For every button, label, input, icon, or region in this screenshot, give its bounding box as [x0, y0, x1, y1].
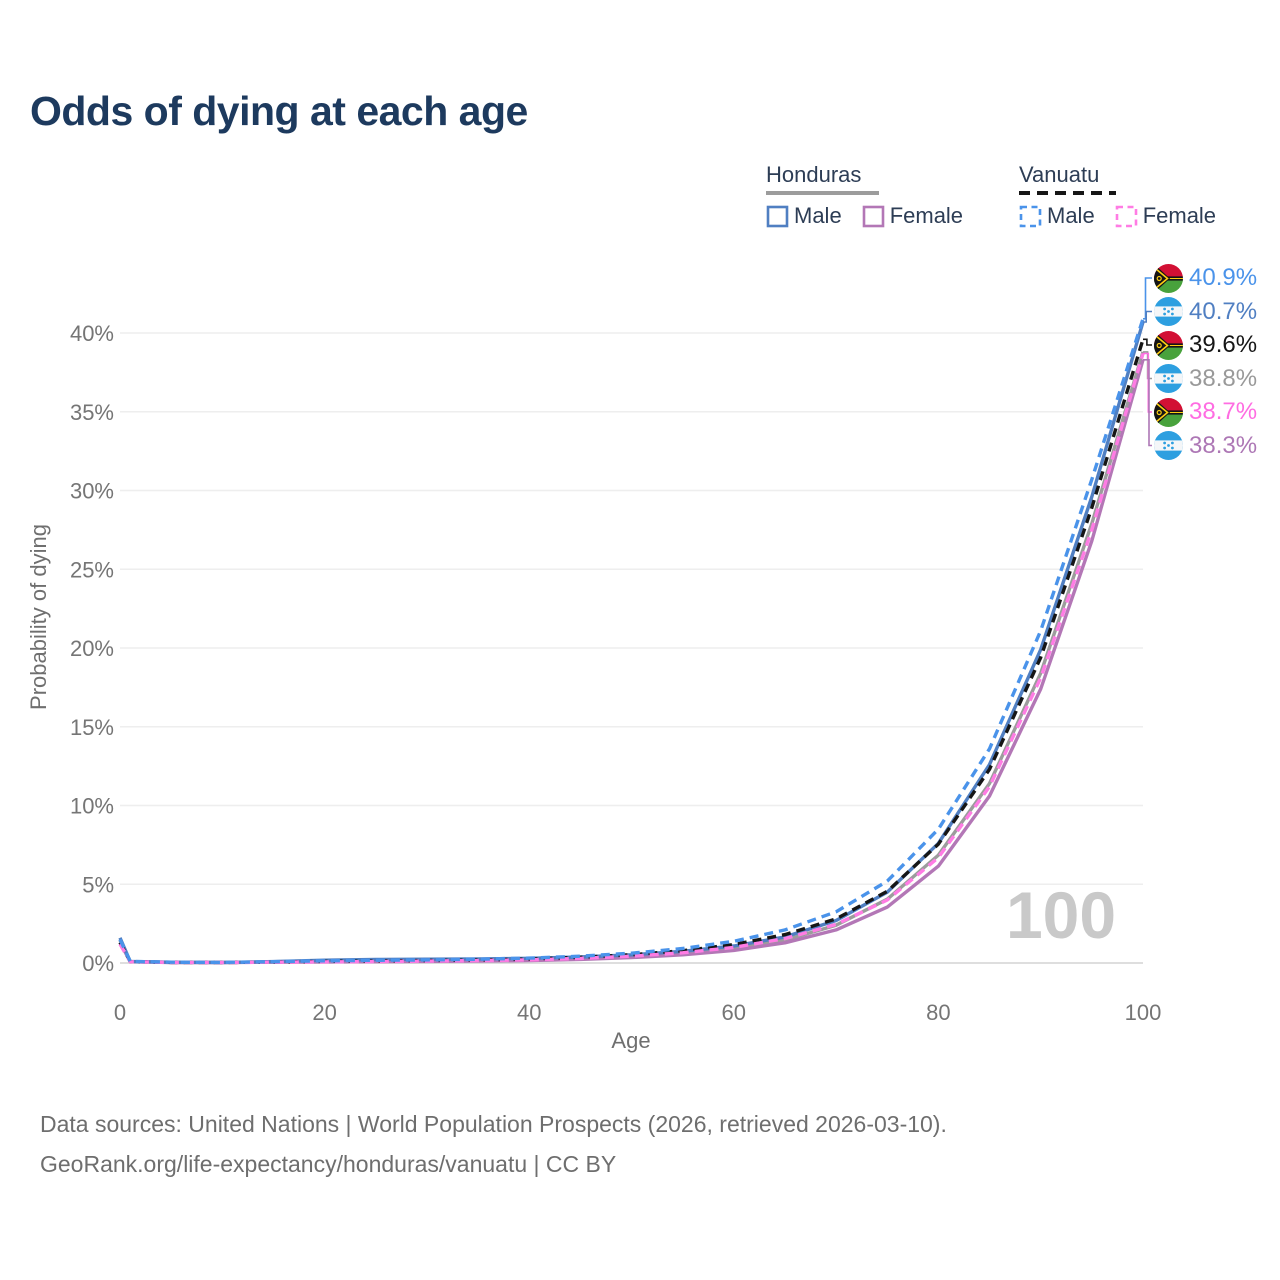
label-connectors: [1143, 277, 1152, 447]
legend-item-label: Male: [1047, 203, 1095, 228]
end-label-value: 40.9%: [1189, 264, 1258, 291]
series-line-vu_female: [118, 353, 1145, 965]
end-label-row: 40.9%: [1154, 263, 1258, 293]
y-tick-label: 35%: [70, 400, 114, 425]
y-tick-label: 30%: [70, 479, 114, 504]
series-line-hn_both: [118, 351, 1145, 965]
end-label-value: 39.6%: [1189, 331, 1258, 358]
series-line-vu_both: [118, 338, 1145, 965]
vanuatu-flag-icon: [1154, 397, 1183, 427]
vanuatu-flag-icon: [1154, 330, 1183, 360]
y-tick-label: 15%: [70, 715, 114, 740]
end-label-row: 38.7%: [1154, 397, 1258, 427]
end-label-value: 38.7%: [1189, 398, 1258, 425]
x-tick-label: 40: [517, 1000, 541, 1025]
end-label-value: 38.8%: [1189, 364, 1258, 392]
footer-sources: Data sources: United Nations | World Pop…: [40, 1111, 947, 1137]
honduras-flag-icon: [1154, 431, 1183, 460]
legend-underline-vanuatu: [1019, 191, 1116, 195]
series-lines: [118, 318, 1145, 965]
dashed-square-swatch-icon: [1115, 205, 1137, 227]
series-line-vu_male: [118, 318, 1145, 965]
end-label-value: 40.7%: [1189, 297, 1258, 325]
legend-item-honduras-male[interactable]: Male: [766, 203, 842, 229]
legend-group-vanuatu: Vanuatu Male Female: [1019, 162, 1216, 229]
legend-item-vanuatu-female[interactable]: Female: [1115, 203, 1216, 229]
x-tick-label: 100: [1125, 1000, 1162, 1025]
series-line-hn_male: [118, 321, 1145, 965]
y-tick-label: 5%: [82, 872, 114, 897]
end-label-row: 39.6%: [1154, 330, 1258, 360]
legend-underline-honduras: [766, 191, 879, 195]
axis-ticks: 0% 5% 10% 15% 20% 25% 30% 35% 40% 0 20 40 60 80 100: [70, 321, 1161, 1025]
honduras-flag-icon: [1154, 364, 1183, 393]
legend-item-honduras-female[interactable]: Female: [862, 203, 963, 229]
y-tick-label: 0%: [82, 951, 114, 976]
vanuatu-flag-icon: [1154, 263, 1183, 293]
series-line-hn_female: [118, 359, 1145, 965]
y-tick-label: 25%: [70, 557, 114, 582]
x-tick-label: 20: [312, 1000, 336, 1025]
solid-square-swatch-icon: [766, 205, 789, 227]
gridlines: [120, 332, 1143, 964]
end-label-row: 40.7%: [1154, 297, 1257, 326]
legend-item-label: Female: [889, 203, 964, 228]
footer-link[interactable]: GeoRank.org/life-expectancy/honduras/van…: [40, 1151, 617, 1177]
y-tick-label: 10%: [70, 794, 114, 819]
legend-group-honduras: Honduras Male Female: [766, 162, 963, 229]
y-axis-title: Probability of dying: [26, 524, 51, 710]
legend-header-honduras[interactable]: Honduras: [766, 162, 862, 187]
watermark-age: 100: [1006, 878, 1116, 952]
x-axis-title: Age: [611, 1028, 650, 1053]
x-tick-label: 80: [926, 1000, 950, 1025]
legend-item-vanuatu-male[interactable]: Male: [1019, 203, 1095, 229]
end-label-row: 38.3%: [1154, 431, 1257, 460]
chart-title: Odds of dying at each age: [30, 88, 528, 134]
end-label-row: 38.8%: [1154, 364, 1257, 393]
x-tick-label: 60: [722, 1000, 746, 1025]
dashed-square-swatch-icon: [1019, 205, 1042, 227]
legend-header-vanuatu[interactable]: Vanuatu: [1019, 162, 1100, 187]
solid-square-swatch-icon: [862, 205, 884, 227]
x-tick-label: 0: [114, 1000, 126, 1025]
legend-item-label: Female: [1142, 203, 1217, 228]
y-tick-label: 40%: [70, 321, 114, 346]
end-label-value: 38.3%: [1189, 431, 1258, 459]
footer: Data sources: United Nations | World Pop…: [40, 1104, 947, 1184]
y-tick-label: 20%: [70, 636, 114, 661]
legend-item-label: Male: [794, 203, 842, 228]
honduras-flag-icon: [1154, 297, 1183, 326]
